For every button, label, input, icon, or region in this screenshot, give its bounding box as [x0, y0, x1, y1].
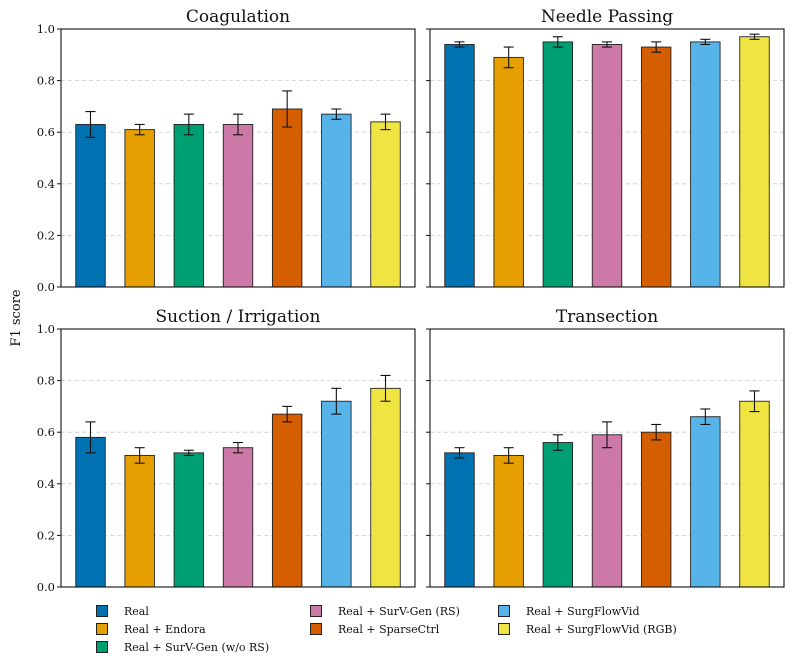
subplot-transection: Transection — [426, 307, 785, 588]
y-axis-label: F1 score — [9, 289, 24, 346]
panel-title: Transection — [556, 307, 658, 327]
bar-real-endora — [493, 454, 524, 588]
bar-real-surgflowvid — [321, 113, 352, 288]
y-tick-label: 0.6 — [37, 125, 55, 139]
legend-swatch-real — [96, 605, 108, 617]
y-tick-label: 0.4 — [37, 177, 55, 191]
legend-label: Real + SurgFlowVid — [526, 604, 640, 618]
legend-label: Real + SurV-Gen (w/o RS) — [124, 640, 270, 654]
bar-real — [75, 124, 106, 288]
legend-swatch-survgen-wo-rs — [96, 641, 108, 653]
y-tick-label: 0.0 — [37, 580, 55, 594]
subplot-suction-irrigation: 0.0 0.2 0.4 0.6 0.8 1.0 Suction / Irrigation — [37, 307, 416, 594]
legend-label: Real — [124, 604, 149, 618]
bar-real-sparsectrl — [640, 46, 672, 288]
bar-real-surgflowvid — [321, 400, 352, 588]
panel-title: Coagulation — [186, 7, 290, 27]
legend: Real Real + Endora Real + SurV-Gen (w/o … — [92, 600, 732, 660]
legend-item-sparsectrl: Real + SparseCtrl — [310, 620, 439, 638]
plot-frame — [429, 28, 785, 288]
legend-item-surgflowvid-rgb: Real + SurgFlowVid (RGB) — [498, 620, 677, 638]
bar-real-endora — [124, 129, 155, 288]
legend-item-survgen-rs: Real + SurV-Gen (RS) — [310, 602, 460, 620]
bar-real — [75, 436, 106, 588]
plot-frame — [60, 28, 416, 288]
legend-swatch-survgen-rs — [310, 605, 322, 617]
legend-swatch-endora — [96, 623, 108, 635]
legend-swatch-surgflowvid — [498, 605, 510, 617]
bar-real-endora — [493, 56, 524, 288]
legend-item-survgen-wo-rs: Real + SurV-Gen (w/o RS) — [96, 638, 269, 656]
bar-real-sparsectrl — [271, 108, 303, 288]
bar-real-sparsectrl — [640, 431, 672, 588]
bar-real-surv-gen-rs — [222, 124, 254, 288]
y-tick-label: 0.0 — [37, 280, 55, 294]
bar-real-surgflowvid — [690, 41, 721, 288]
legend-label: Real + SparseCtrl — [338, 622, 440, 636]
legend-item-surgflowvid: Real + SurgFlowVid — [498, 602, 640, 620]
legend-label: Real + Endora — [124, 622, 206, 636]
y-tick-label: 0.2 — [37, 228, 55, 242]
legend-label: Real + SurV-Gen (RS) — [338, 604, 460, 618]
legend-label: Real + SurgFlowVid (RGB) — [526, 622, 677, 636]
bar-real-surv-gen-w-o-rs — [173, 452, 205, 588]
bar-real-surv-gen-w-o-rs — [542, 442, 574, 588]
bar-real-sparsectrl — [271, 413, 303, 588]
plot-frame — [429, 328, 785, 588]
bar-real — [444, 44, 475, 288]
y-tick-label: 0.8 — [37, 374, 55, 388]
bar-real-endora — [124, 454, 155, 588]
subplot-needle-passing: Needle Passing — [426, 7, 785, 288]
legend-item-endora: Real + Endora — [96, 620, 206, 638]
y-tick-label: 0.6 — [37, 425, 55, 439]
bar-real-surgflowvid-rgb — [370, 387, 401, 588]
legend-item-real: Real — [96, 602, 149, 620]
bar-real — [444, 452, 475, 588]
subplot-grid: 0.0 0.2 0.4 0.6 0.8 1.0 Coagulation Needle Pass… — [37, 7, 785, 594]
bar-real-surv-gen-w-o-rs — [173, 124, 205, 288]
y-tick-label: 0.4 — [37, 477, 55, 491]
bar-real-surgflowvid-rgb — [739, 36, 770, 288]
y-tick-label: 0.2 — [37, 528, 55, 542]
bar-real-surv-gen-rs — [591, 434, 623, 588]
bar-real-surgflowvid-rgb — [370, 121, 401, 288]
panel-title: Suction / Irrigation — [156, 307, 321, 327]
bar-real-surgflowvid-rgb — [739, 400, 770, 588]
y-tick-label: 1.0 — [37, 22, 55, 36]
plot-frame — [60, 328, 416, 588]
subplot-coagulation: 0.0 0.2 0.4 0.6 0.8 1.0 Coagulation — [37, 7, 416, 294]
bar-real-surv-gen-w-o-rs — [542, 41, 574, 288]
legend-swatch-surgflowvid-rgb — [498, 623, 510, 635]
y-tick-label: 0.8 — [37, 74, 55, 88]
bar-real-surgflowvid — [690, 416, 721, 588]
figure: F1 score 0.0 0.2 0.4 0.6 0.8 1.0 Coagulation Ne… — [9, 7, 785, 594]
legend-swatch-sparsectrl — [310, 623, 322, 635]
bar-real-surv-gen-rs — [222, 447, 254, 588]
bar-real-surv-gen-rs — [591, 44, 623, 288]
y-tick-label: 1.0 — [37, 322, 55, 336]
panel-title: Needle Passing — [541, 7, 673, 27]
